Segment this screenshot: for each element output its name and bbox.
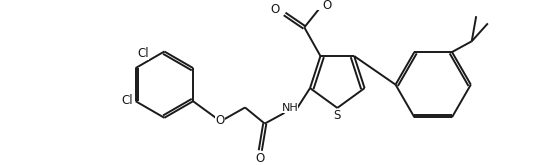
Text: O: O (322, 0, 332, 12)
Text: Cl: Cl (138, 47, 149, 60)
Text: O: O (270, 3, 279, 16)
Text: S: S (334, 109, 341, 122)
Text: Cl: Cl (121, 94, 133, 107)
Text: O: O (215, 115, 224, 127)
Text: NH: NH (281, 103, 298, 113)
Text: O: O (256, 152, 265, 165)
